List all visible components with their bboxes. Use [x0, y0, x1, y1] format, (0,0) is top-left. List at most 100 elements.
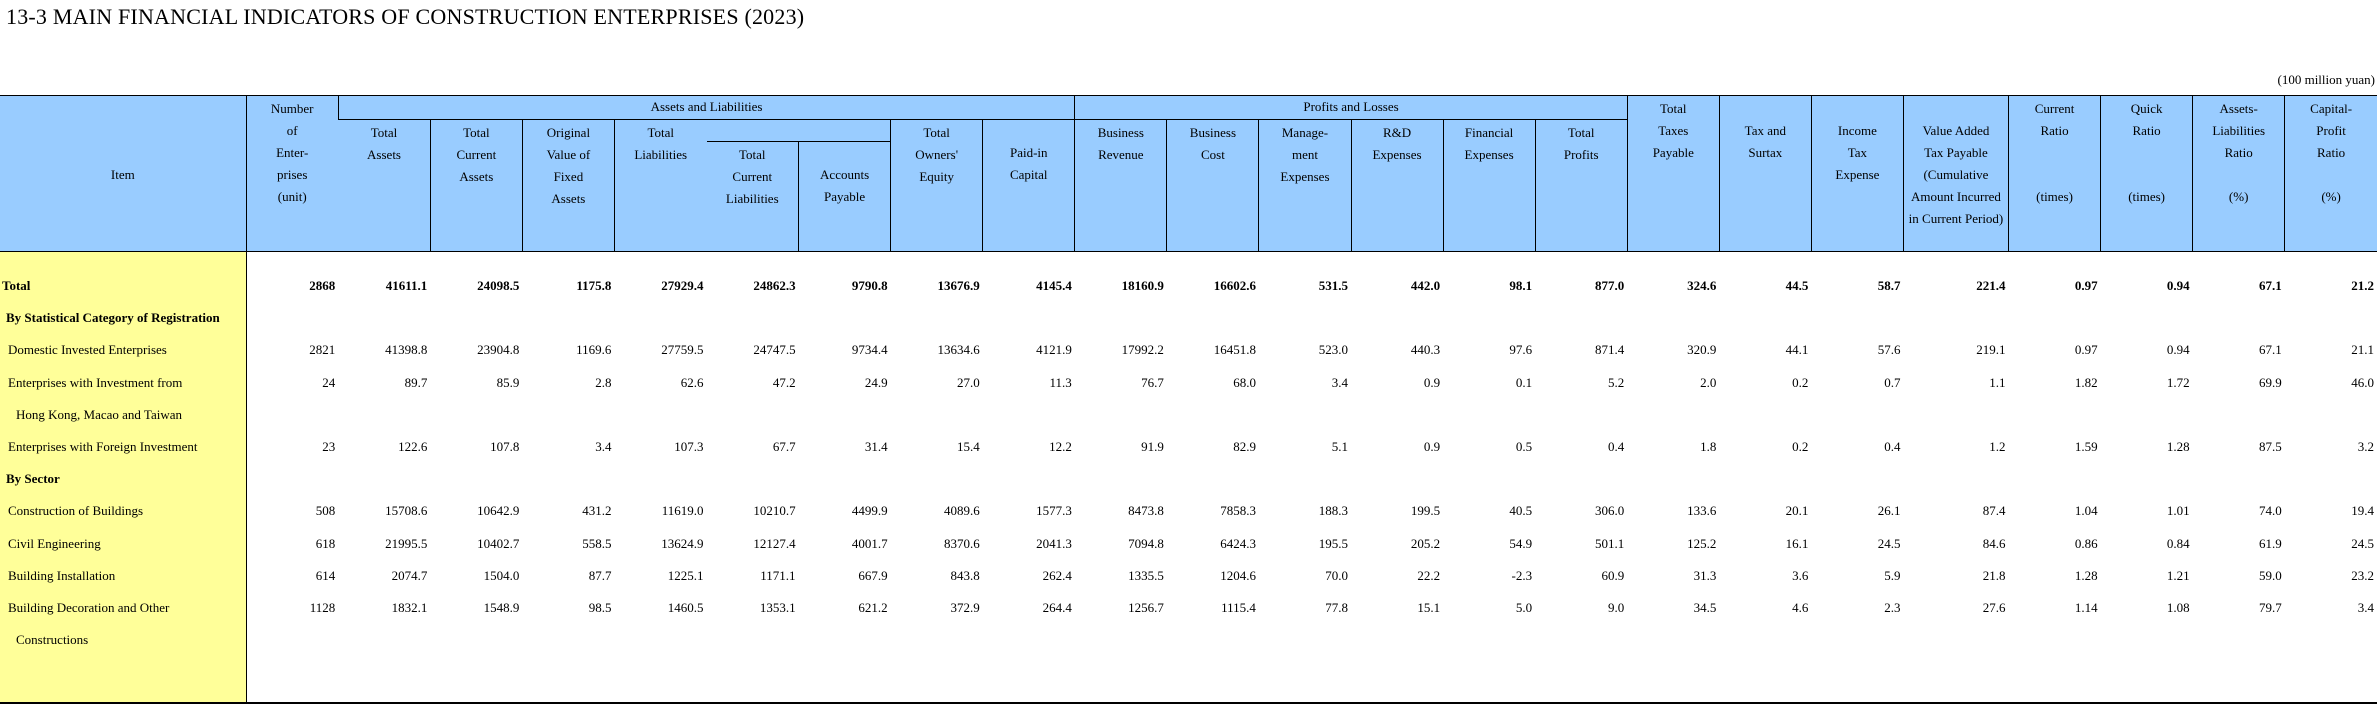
cell-value: 0.94 — [2166, 278, 2190, 294]
header-line: Profits — [1563, 147, 1599, 162]
header-line: Assets — [551, 191, 586, 206]
cell-value — [1075, 399, 1167, 431]
header-line: Ratio — [2224, 145, 2253, 160]
cell-value: 1256.7 — [1128, 599, 1164, 615]
unit-note: (100 million yuan) — [2277, 72, 2376, 87]
cell-value — [799, 463, 891, 495]
cell-value: 13634.6 — [937, 342, 980, 358]
cell-value: 264.4 — [1042, 599, 1072, 615]
cell-value: 4121.9 — [1036, 342, 1072, 358]
cell-value: 41398.8 — [385, 342, 428, 358]
header-line: Current — [456, 147, 497, 162]
cell-value: 5.9 — [1884, 567, 1901, 583]
header-assets-liabilities-ratio: Assets- Liabilities Ratio (%) — [2192, 95, 2285, 252]
cell-value — [614, 463, 706, 495]
cell-value: 44.1 — [1785, 342, 1809, 358]
financial-indicators-table: Item Number of Enter-prises (unit) Assets a… — [0, 95, 2377, 705]
cell-value: 24.5 — [2351, 535, 2374, 551]
cell-value — [2193, 302, 2285, 334]
header-line: Fixed — [553, 169, 584, 184]
header-line: (Cumulative — [1923, 167, 1989, 182]
cell-value: 199.5 — [1410, 503, 1441, 519]
header-business-cost: Business Cost — [1166, 119, 1259, 252]
cell-value: 98.1 — [1509, 278, 1533, 294]
header-tax-surtax: Tax and Surtax — [1718, 95, 1812, 252]
cell-value — [1811, 302, 1903, 334]
cell-value — [1811, 399, 1903, 431]
cell-value — [1167, 463, 1259, 495]
cell-value: 1832.1 — [391, 599, 428, 615]
cell-value: 1204.6 — [1220, 567, 1256, 583]
header-line: Tax Payable — [1924, 145, 1988, 160]
cell-value: 188.3 — [1318, 503, 1348, 519]
header-line: Business — [1097, 125, 1144, 140]
cell-value: 1.72 — [2166, 374, 2190, 390]
header-line: (times) — [2036, 189, 2073, 204]
cell-value — [1719, 302, 1811, 334]
header-line: Quick — [2130, 101, 2163, 116]
cell-value: 1.01 — [2166, 503, 2190, 519]
cell-value — [2285, 463, 2377, 495]
row-label: Enterprises with Foreign Investment — [0, 430, 247, 464]
cell-value: 23904.8 — [477, 342, 520, 358]
cell-value: 2074.7 — [391, 567, 428, 583]
cell-value: 3.2 — [2357, 439, 2374, 455]
cell-value: 4499.9 — [851, 503, 888, 519]
cell-value: 15708.6 — [385, 503, 428, 519]
cell-value — [1167, 302, 1259, 334]
header-line — [2102, 164, 2191, 186]
cell-value — [2285, 399, 2377, 431]
cell-value: 1353.1 — [759, 599, 796, 615]
cell-value: 15.1 — [1417, 599, 1441, 615]
cell-value — [2193, 463, 2285, 495]
cell-value — [430, 463, 522, 495]
header-line: Amount Incurred — [1911, 189, 2001, 204]
cell-value: 2821 — [245, 334, 339, 367]
cell-value — [1167, 399, 1259, 431]
header-line: Ratio — [2132, 123, 2161, 138]
header-line: Surtax — [1748, 145, 1783, 160]
cell-value: 1548.9 — [483, 599, 520, 615]
header-line: prises — [277, 167, 308, 182]
header-line: Accounts — [820, 167, 870, 182]
header-line: Capital — [1009, 167, 1048, 182]
cell-value: 871.4 — [1595, 342, 1625, 358]
cell-value: 1.08 — [2166, 599, 2190, 615]
cell-value — [1627, 463, 1719, 495]
cell-value: 24.5 — [1877, 535, 1901, 551]
cell-value — [799, 302, 891, 334]
header-quick-ratio: Quick Ratio (times) — [2100, 95, 2193, 252]
cell-value: 5.2 — [1608, 374, 1625, 390]
header-line: Revenue — [1098, 147, 1144, 162]
cell-value: 74.0 — [2258, 503, 2282, 519]
cell-value: 10402.7 — [477, 535, 520, 551]
cell-value: 10642.9 — [477, 503, 520, 519]
cell-value: 877.0 — [1595, 278, 1625, 294]
cell-value: 16.1 — [1785, 535, 1809, 551]
header-line — [2010, 142, 2099, 164]
cell-value: 16602.6 — [1213, 278, 1256, 294]
cell-value: 372.9 — [950, 599, 980, 615]
cell-value: 91.9 — [1141, 439, 1164, 455]
cell-value: 431.2 — [582, 503, 612, 519]
header-total-profits: Total Profits — [1534, 119, 1628, 252]
cell-value: 21.2 — [2351, 278, 2374, 294]
cell-value: 77.8 — [1325, 599, 1348, 615]
cell-value: 205.2 — [1410, 535, 1441, 551]
header-total-current-assets: Total Current Assets — [429, 119, 523, 252]
cell-value — [706, 624, 799, 705]
cell-value: 23.2 — [2351, 567, 2374, 583]
cell-value: 324.6 — [1687, 278, 1717, 294]
cell-value: 2.3 — [1884, 599, 1901, 615]
cell-value: 1115.4 — [1221, 599, 1256, 615]
cell-value: 0.2 — [1792, 439, 1809, 455]
cell-value — [2100, 624, 2193, 705]
cell-value: 8370.6 — [943, 535, 980, 551]
header-line: Cost — [1200, 147, 1225, 162]
row-label: Hong Kong, Macao and Taiwan — [0, 398, 247, 431]
cell-value — [983, 302, 1075, 334]
header-group-assets: Assets and Liabilities — [337, 95, 1075, 120]
cell-value: 84.6 — [1982, 535, 2006, 551]
cell-value: 0.86 — [2074, 535, 2098, 551]
cell-value: 0.84 — [2166, 535, 2190, 551]
